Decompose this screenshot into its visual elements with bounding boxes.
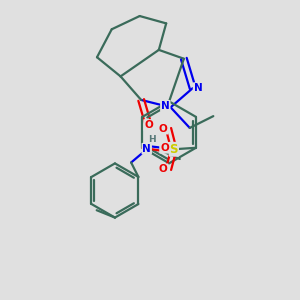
Text: N: N [194,83,202,93]
Text: H: H [148,135,156,144]
Text: N: N [142,144,151,154]
Text: N: N [161,101,170,111]
Text: S: S [169,143,178,156]
Text: O: O [159,164,168,174]
Text: O: O [144,120,153,130]
Text: O: O [160,143,169,153]
Text: O: O [159,124,168,134]
